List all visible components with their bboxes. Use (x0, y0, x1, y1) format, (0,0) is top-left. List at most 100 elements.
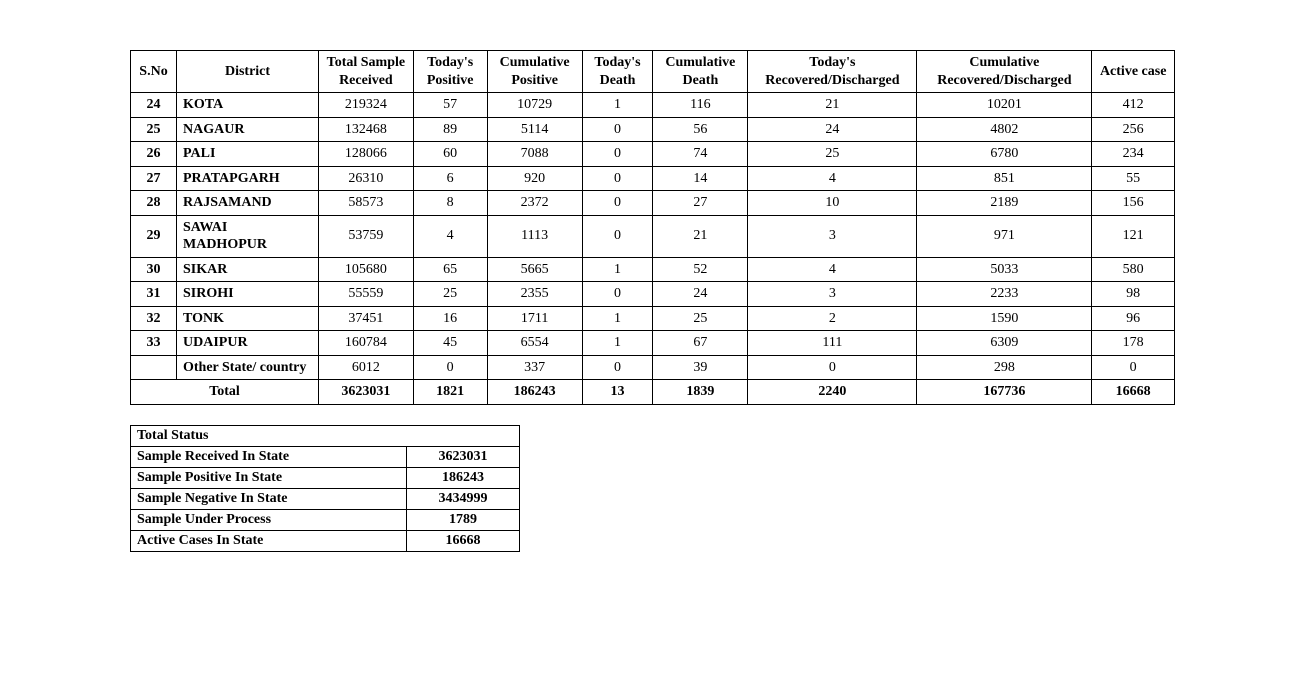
cell-active: 412 (1092, 93, 1175, 118)
header-todays-death: Today's Death (582, 51, 653, 93)
cell-todays-recovered: 25 (748, 142, 917, 167)
cell-sample: 55559 (319, 282, 414, 307)
cell-todays-recovered: 0 (748, 355, 917, 380)
table-row: 26PALI128066607088074256780234 (131, 142, 1175, 167)
cell-district: SIKAR (177, 257, 319, 282)
header-sample: Total Sample Received (319, 51, 414, 93)
cell-todays-death: 0 (582, 282, 653, 307)
cell-cumulative-death: 25 (653, 306, 748, 331)
cell-todays-death: 1 (582, 257, 653, 282)
cell-cumulative-recovered: 851 (917, 166, 1092, 191)
cell-sno: 26 (131, 142, 177, 167)
cell-district: UDAIPUR (177, 331, 319, 356)
cell-cumulative-death: 56 (653, 117, 748, 142)
status-row: Sample Positive In State186243 (131, 467, 520, 488)
status-label: Active Cases In State (131, 530, 407, 551)
cell-total-active: 16668 (1092, 380, 1175, 405)
status-value: 3623031 (407, 446, 520, 467)
cell-cumulative-positive: 5665 (487, 257, 582, 282)
cell-cumulative-death: 27 (653, 191, 748, 216)
cell-sample: 26310 (319, 166, 414, 191)
cell-cumulative-death: 67 (653, 331, 748, 356)
header-sno: S.No (131, 51, 177, 93)
cell-todays-recovered: 21 (748, 93, 917, 118)
header-cumulative-death: Cumulative Death (653, 51, 748, 93)
cell-cumulative-death: 74 (653, 142, 748, 167)
status-title: Total Status (131, 425, 520, 446)
cell-todays-positive: 89 (413, 117, 487, 142)
table-row: 29SAWAI MADHOPUR53759411130213971121 (131, 215, 1175, 257)
table-row: 24KOTA219324571072911162110201412 (131, 93, 1175, 118)
cell-cumulative-positive: 2355 (487, 282, 582, 307)
header-active-case: Active case (1092, 51, 1175, 93)
cell-todays-recovered: 2 (748, 306, 917, 331)
cell-sample: 160784 (319, 331, 414, 356)
cell-todays-death: 0 (582, 355, 653, 380)
cell-total-trec: 2240 (748, 380, 917, 405)
cell-todays-recovered: 24 (748, 117, 917, 142)
table-row: 25NAGAUR132468895114056244802256 (131, 117, 1175, 142)
cell-cumulative-death: 39 (653, 355, 748, 380)
district-data-table: S.No District Total Sample Received Toda… (130, 50, 1175, 405)
status-row: Active Cases In State16668 (131, 530, 520, 551)
cell-todays-death: 0 (582, 191, 653, 216)
table-total-row: Total36230311821186243131839224016773616… (131, 380, 1175, 405)
cell-active: 156 (1092, 191, 1175, 216)
cell-todays-recovered: 10 (748, 191, 917, 216)
cell-sno: 33 (131, 331, 177, 356)
cell-sno: 30 (131, 257, 177, 282)
status-body: Sample Received In State3623031Sample Po… (131, 446, 520, 551)
cell-cumulative-recovered: 298 (917, 355, 1092, 380)
cell-sno: 31 (131, 282, 177, 307)
cell-cumulative-recovered: 5033 (917, 257, 1092, 282)
header-district: District (177, 51, 319, 93)
cell-todays-positive: 4 (413, 215, 487, 257)
table-row: 31SIROHI555592523550243223398 (131, 282, 1175, 307)
cell-sample: 219324 (319, 93, 414, 118)
cell-total-sample: 3623031 (319, 380, 414, 405)
status-label: Sample Positive In State (131, 467, 407, 488)
table-row: 32TONK374511617111252159096 (131, 306, 1175, 331)
header-cumulative-positive: Cumulative Positive (487, 51, 582, 93)
cell-todays-positive: 0 (413, 355, 487, 380)
cell-todays-death: 0 (582, 215, 653, 257)
status-label: Sample Negative In State (131, 488, 407, 509)
cell-district: NAGAUR (177, 117, 319, 142)
cell-sno: 32 (131, 306, 177, 331)
cell-sample: 37451 (319, 306, 414, 331)
status-value: 186243 (407, 467, 520, 488)
cell-todays-death: 1 (582, 93, 653, 118)
cell-district: KOTA (177, 93, 319, 118)
cell-sample: 53759 (319, 215, 414, 257)
cell-cumulative-positive: 7088 (487, 142, 582, 167)
cell-todays-recovered: 3 (748, 215, 917, 257)
cell-todays-positive: 16 (413, 306, 487, 331)
table-row: 28RAJSAMAND5857382372027102189156 (131, 191, 1175, 216)
cell-sno: 27 (131, 166, 177, 191)
cell-cumulative-recovered: 2233 (917, 282, 1092, 307)
table-row: Other State/ country6012033703902980 (131, 355, 1175, 380)
cell-todays-positive: 6 (413, 166, 487, 191)
header-todays-positive: Today's Positive (413, 51, 487, 93)
table-row: 33UDAIPUR1607844565541671116309178 (131, 331, 1175, 356)
cell-cumulative-positive: 1113 (487, 215, 582, 257)
cell-sample: 6012 (319, 355, 414, 380)
cell-active: 98 (1092, 282, 1175, 307)
cell-sample: 58573 (319, 191, 414, 216)
cell-cumulative-positive: 2372 (487, 191, 582, 216)
total-status-table: Total Status Sample Received In State362… (130, 425, 520, 552)
status-value: 16668 (407, 530, 520, 551)
cell-cumulative-positive: 5114 (487, 117, 582, 142)
cell-sno: 24 (131, 93, 177, 118)
cell-todays-positive: 60 (413, 142, 487, 167)
status-label: Sample Under Process (131, 509, 407, 530)
cell-todays-recovered: 3 (748, 282, 917, 307)
cell-cumulative-recovered: 6309 (917, 331, 1092, 356)
cell-sample: 105680 (319, 257, 414, 282)
cell-total-cdeath: 1839 (653, 380, 748, 405)
cell-active: 234 (1092, 142, 1175, 167)
cell-todays-death: 0 (582, 117, 653, 142)
cell-district: TONK (177, 306, 319, 331)
cell-cumulative-positive: 1711 (487, 306, 582, 331)
status-value: 3434999 (407, 488, 520, 509)
